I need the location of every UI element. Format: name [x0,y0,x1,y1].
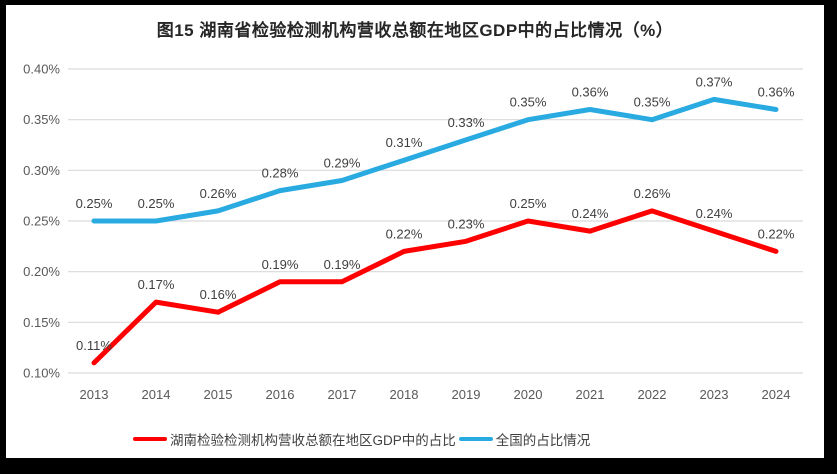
data-label: 0.23% [448,216,485,231]
data-label: 0.35% [634,95,671,110]
chart-panel: 图15 湖南省检验检测机构营收总额在地区GDP中的占比情况（%） 0.10% 0.… [6,5,824,458]
data-label: 0.16% [200,287,237,302]
data-label: 0.29% [324,155,361,170]
data-label: 0.22% [758,226,795,241]
data-label: 0.31% [386,135,423,150]
series-line-1 [91,96,779,224]
legend-label-0: 湖南检验检测机构营收总额在地区GDP中的占比 [170,433,456,448]
x-axis-tick-label: 2013 [80,387,109,402]
data-label: 0.25% [76,196,113,211]
data-label: 0.25% [138,196,175,211]
x-axis-tick-label: 2015 [204,387,233,402]
x-axis-tick-label: 2014 [142,387,171,402]
data-label: 0.26% [634,186,671,201]
chart-title: 图15 湖南省检验检测机构营收总额在地区GDP中的占比情况（%） [156,21,674,40]
data-label: 0.37% [696,74,733,89]
y-axis-tick-label: 0.15% [23,315,60,330]
y-axis-tick-label: 0.35% [23,112,60,127]
x-axis-tick-label: 2019 [452,387,481,402]
x-axis-tick-label: 2024 [762,387,791,402]
legend-swatch-0 [133,436,167,442]
y-axis-tick-label: 0.10% [23,366,60,381]
series-line-0 [91,208,779,366]
data-label: 0.11% [76,338,112,353]
line-chart-plot-area: 0.10% 0.15% 0.20% 0.25% 0.30% 0.35% 0.40% 2013 2… [23,62,803,402]
data-label: 0.24% [696,206,733,221]
data-label: 0.25% [510,196,547,211]
y-axis-tick-label: 0.20% [23,264,60,279]
data-label: 0.19% [324,257,361,272]
data-label: 0.33% [448,115,485,130]
y-axis-tick-label: 0.40% [23,62,60,77]
data-label: 0.17% [138,277,175,292]
chart-legend: 湖南检验检测机构营收总额在地区GDP中的占比 全国的占比情况 [133,429,590,449]
x-axis-tick-label: 2018 [390,387,419,402]
legend-swatch-1 [458,436,493,442]
x-axis-tick-label: 2016 [266,387,295,402]
x-axis-tick-label: 2020 [514,387,543,402]
data-label: 0.36% [572,85,609,100]
legend-label-1: 全国的占比情况 [495,433,591,448]
x-axis-tick-label: 2022 [638,387,667,402]
x-axis-tick-label: 2023 [700,387,729,402]
y-axis-tick-label: 0.25% [23,214,60,229]
y-axis-tick-label: 0.30% [23,163,60,178]
x-axis-tick-label: 2017 [328,387,357,402]
data-label: 0.28% [262,166,299,181]
data-label: 0.22% [386,226,423,241]
data-label: 0.26% [200,186,237,201]
data-label: 0.35% [510,95,547,110]
data-label: 0.19% [262,257,299,272]
x-axis-tick-label: 2021 [576,387,605,402]
data-label: 0.36% [758,85,795,100]
data-label: 0.24% [572,206,609,221]
